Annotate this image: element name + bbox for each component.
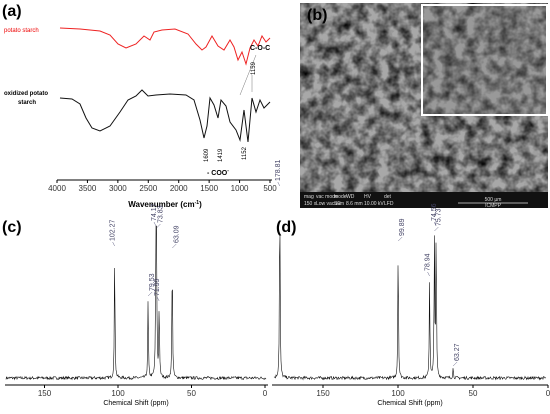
ftir-curve-black (59, 89, 271, 143)
sem-value: Low vacuum (316, 201, 344, 207)
x-tick-label: 2500 (139, 184, 157, 193)
sem-field: HV (364, 194, 372, 200)
leader (239, 54, 257, 96)
x-tick-label: 150 (38, 389, 52, 398)
panel-label: (d) (276, 219, 296, 236)
annotation-text: - COO (207, 170, 228, 177)
peak-label: 71.99 (154, 278, 161, 296)
sem-scale: 500 µm (485, 197, 502, 203)
x-tick-label: 1500 (200, 184, 218, 193)
peak-leader (172, 243, 177, 249)
panel-label: (c) (2, 219, 22, 236)
x-axis-label: Wavenumber (cm-1) (128, 200, 202, 209)
xlabel: Wavenumber (cm (128, 200, 194, 209)
annotation: 1609 (204, 148, 210, 162)
series-label: potato starch (4, 28, 39, 34)
sem-brand: ICMPP (485, 203, 502, 209)
sem-value: 8.6 mm (346, 201, 363, 207)
sem-field: det (384, 194, 392, 200)
x-tick-label: 1000 (231, 184, 249, 193)
annotation: - COO- (207, 168, 229, 177)
annotation: 1419 (218, 148, 224, 162)
sem-value: SE (334, 201, 341, 207)
sem-info-bar (300, 192, 548, 208)
x-axis-label: Chemical Shift (ppm) (377, 400, 442, 407)
annotation: 1159 (251, 61, 257, 75)
peak-label: 99.89 (399, 218, 406, 236)
nmr-spectrum (273, 234, 547, 381)
sem-field: WD (346, 194, 355, 200)
peak-label: 78.94 (425, 253, 432, 271)
peak-leader (397, 236, 403, 242)
x-axis-label: Chemical Shift (ppm) (103, 400, 168, 407)
peak-label: 74.56 (431, 203, 438, 221)
peak-leader (153, 221, 157, 227)
x-tick-label: 500 (263, 184, 277, 193)
x-tick-label: 2000 (170, 184, 188, 193)
sem-field: vac mode (316, 194, 338, 200)
peak-leader (452, 361, 458, 367)
x-tick-label: 0 (546, 389, 550, 398)
peak-label: 75.73 (435, 208, 442, 226)
peak-leader (277, 181, 281, 187)
sem-value: 150 x (304, 201, 317, 207)
peak-leader (433, 221, 437, 227)
x-tick-label: 3000 (109, 184, 127, 193)
x-tick-label: 4000 (48, 184, 66, 193)
peak-label: 63.27 (454, 343, 461, 361)
panel-label: (a) (2, 3, 22, 20)
peak-label: 74.17 (151, 203, 158, 221)
sem-field: mode (334, 194, 347, 200)
xlabel-sup: -1 (195, 200, 200, 206)
peak-label: 63.09 (173, 225, 180, 243)
sem-value: LFD (384, 201, 394, 207)
xlabel-end: ) (199, 200, 202, 209)
peak-leader (427, 271, 430, 277)
peak-leader (434, 226, 439, 232)
sem-field: mag (304, 194, 314, 200)
nmr-spectrum (5, 225, 267, 381)
peak-label: 73.83 (157, 205, 164, 223)
x-tick-label: 0 (263, 389, 268, 398)
x-tick-label: 150 (316, 389, 330, 398)
peak-label: 102.27 (110, 219, 117, 241)
x-tick-label: 3500 (79, 184, 97, 193)
x-tick-label: 50 (187, 389, 196, 398)
annotation: 1152 (242, 146, 248, 160)
peak-leader (147, 291, 153, 297)
sem-value: 10.00 kV (364, 201, 384, 207)
ftir-curve-red (59, 27, 271, 66)
peak-label: 178.81 (275, 159, 282, 181)
x-tick-label: 100 (111, 389, 125, 398)
annotation-sup: - (227, 168, 229, 174)
sem-inset-texture (423, 6, 546, 114)
series-label: oxidized potato (4, 91, 48, 97)
peak-label: 79.53 (149, 273, 156, 291)
series-label: starch (18, 100, 36, 106)
peak-leader (156, 223, 161, 229)
peak-leader (156, 296, 160, 302)
panel-label: (b) (307, 7, 327, 24)
annotation: C-O-C (250, 45, 270, 52)
x-tick-label: 100 (391, 389, 405, 398)
peak-leader (112, 241, 115, 247)
x-tick-label: 50 (469, 389, 478, 398)
